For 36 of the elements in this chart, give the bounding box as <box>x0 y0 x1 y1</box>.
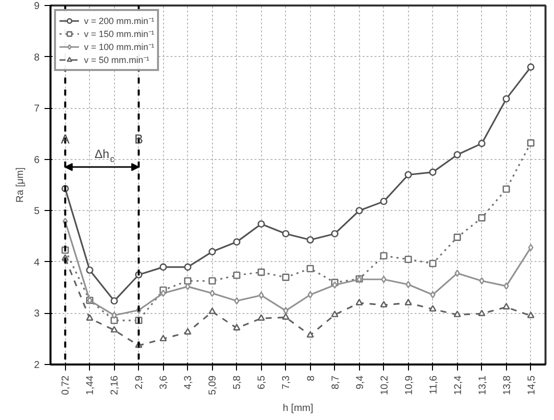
x-tick-label: 0,72 <box>60 375 72 395</box>
x-tick-label: 9,4 <box>354 375 366 390</box>
x-tick-label: 5,8 <box>232 375 244 390</box>
y-tick-label: 2 <box>34 360 40 371</box>
x-axis-title: h [mm] <box>282 402 314 414</box>
x-tick-label: 8 <box>306 375 317 382</box>
x-tick-label: 10,9 <box>404 375 415 395</box>
y-tick-label: 6 <box>34 154 40 166</box>
x-tick-label: 4,3 <box>183 375 194 390</box>
ref-line-label: B <box>134 132 144 147</box>
x-tick-label: 1,44 <box>85 375 96 395</box>
x-tick-label: 2,9 <box>134 375 146 390</box>
y-tick-label: 7 <box>34 104 40 115</box>
x-tick-label: 3,6 <box>158 375 170 390</box>
x-tick-label: 2,16 <box>110 375 121 395</box>
ref-line-label: A <box>60 132 70 147</box>
y-tick-label: 5 <box>34 206 40 218</box>
legend-label: v = 200 mm.min⁻¹ <box>84 15 154 27</box>
x-tick-label: 13,8 <box>502 375 513 395</box>
x-tick-label: 14,5 <box>526 375 538 395</box>
legend-label: v = 100 mm.min⁻¹ <box>84 41 154 53</box>
x-tick-label: 10,2 <box>379 375 390 395</box>
x-tick-label: 12,4 <box>452 375 464 395</box>
x-tick-label: 8,7 <box>330 375 342 390</box>
y-tick-label: 3 <box>34 308 40 320</box>
x-tick-label: 6,5 <box>256 375 268 390</box>
x-tick-label: 5,09 <box>208 375 219 395</box>
y-tick-label: 9 <box>34 1 40 12</box>
legend-label: v = 50 mm.min⁻¹ <box>84 54 150 66</box>
x-tick-label: 11,6 <box>428 375 440 394</box>
y-axis-title: Ra [μm] <box>14 167 26 203</box>
x-tick-label: 13,1 <box>477 375 488 395</box>
legend-label: v = 150 mm.min⁻¹ <box>84 28 154 40</box>
x-tick-label: 7,3 <box>281 375 292 390</box>
y-tick-label: 8 <box>34 52 40 64</box>
y-tick-label: 4 <box>34 257 40 268</box>
